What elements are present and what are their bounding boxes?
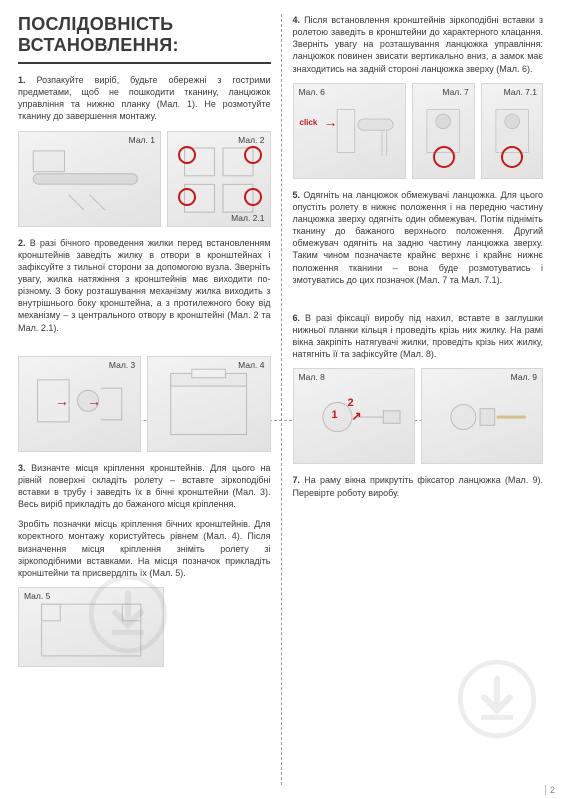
red-circle-2b [244,146,262,164]
step-4-body: Після встановлення кронштейнів зіркоподі… [293,15,544,74]
step-4-num: 4. [293,15,301,25]
fig-row-8-9: Мал. 8 1 2 ↗ Мал. 9 [293,368,544,464]
arrow-fig3-a: → [55,393,69,409]
columns: ПОСЛІДОВНІСТЬ ВСТАНОВЛЕННЯ: 1. Розпакуйт… [18,14,543,799]
fig8-n2: 2 [348,397,354,409]
figure-9: Мал. 9 [421,368,543,464]
step-6-num: 6. [293,313,301,323]
arrow-fig8: ↗ [352,409,362,423]
arrow-fig3-b: → [87,393,101,409]
title-rule [18,62,271,64]
step-5-text: 5. Одягніть на ланцюжок обмежувачі ланцю… [293,189,544,286]
red-circle-7 [433,146,455,168]
figure-3-sketch [27,365,132,443]
figure-4-sketch [156,365,261,443]
step-5-body: Одягніть на ланцюжок обмежувачі ланцюжка… [293,190,544,285]
figure-6: Мал. 6 click → [293,83,407,179]
figure-4: Мал. 4 [147,356,270,452]
step-2-text: 2. В разі бічного проведення жилки перед… [18,237,271,334]
figure-8: Мал. 8 1 2 ↗ [293,368,415,464]
step-3-body-a: Визначте місця кріплення кронштейнів. Дл… [18,463,271,509]
step-2-body: В разі бічного проведення жилки перед вс… [18,238,271,333]
step-3-text-b: Зробіть позначки місць кріплення бічних … [18,518,271,579]
watermark-right [457,659,537,739]
instruction-page: ПОСЛІДОВНІСТЬ ВСТАНОВЛЕННЯ: 1. Розпакуйт… [0,0,561,799]
step-6-text: 6. В разі фіксації виробу під нахил, вст… [293,312,544,361]
fig-row-6-7: Мал. 6 click → Мал. 7 [293,83,544,179]
step-7-text: 7. На раму вікна прикрутіть фіксатор лан… [293,474,544,498]
page-number: 2 [545,785,555,795]
step-5-num: 5. [293,190,301,200]
watermark-left [88,574,168,654]
red-circle-2a [178,146,196,164]
right-column: 4. Після встановлення кронштейнів зіркоп… [281,14,544,799]
step-1-num: 1. [18,75,26,85]
fig8-n1: 1 [332,409,338,421]
figure-9-sketch [430,377,534,455]
fig-row-1-2: Мал. 1 Мал. 2 Мал. 2.1 [18,131,271,227]
step-7-body: На раму вікна прикрутіть фіксатор ланцюж… [293,475,544,497]
step-1-text: 1. Розпакуйте виріб, будьте обережні з г… [18,74,271,123]
step-3-num: 3. [18,463,26,473]
figure-1-sketch [27,140,152,218]
step-7-num: 7. [293,475,301,485]
step-1-body: Розпакуйте виріб, будьте обережні з гост… [18,75,271,121]
figure-7-1: Мал. 7.1 [481,83,543,179]
figure-1: Мал. 1 [18,131,161,227]
red-circle-2c [178,188,196,206]
figure-6-sketch [302,92,398,170]
red-circle-71 [501,146,523,168]
step-4-text: 4. Після встановлення кронштейнів зіркоп… [293,14,544,75]
page-title: ПОСЛІДОВНІСТЬ ВСТАНОВЛЕННЯ: [18,14,271,56]
figure-3: Мал. 3 → → [18,356,141,452]
fig-row-3-4: Мал. 3 → → Мал. 4 [18,356,271,452]
spacer-r [293,294,544,312]
step-3-text-a: 3. Визначте місця кріплення кронштейнів.… [18,462,271,511]
spacer [18,342,271,356]
left-column: ПОСЛІДОВНІСТЬ ВСТАНОВЛЕННЯ: 1. Розпакуйт… [18,14,281,799]
red-circle-2d [244,188,262,206]
step-2-num: 2. [18,238,26,248]
step-6-body: В разі фіксації виробу під нахил, вставт… [293,313,544,359]
figure-2: Мал. 2 Мал. 2.1 [167,131,271,227]
figure-7: Мал. 7 [412,83,474,179]
